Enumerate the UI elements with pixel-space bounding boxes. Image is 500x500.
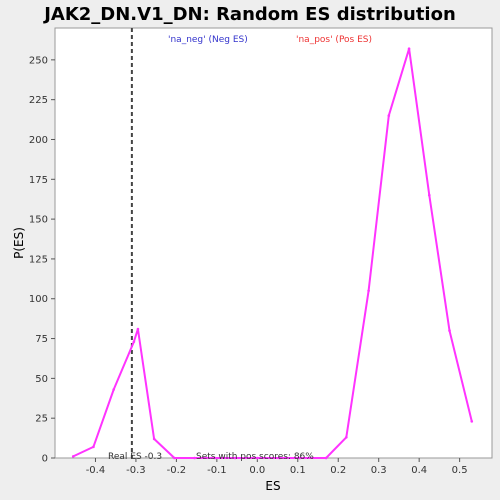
data-point [132, 340, 136, 344]
y-axis-label: P(ES) [12, 227, 26, 259]
y-tick-label: 0 [42, 454, 48, 465]
y-tick-label: 175 [29, 175, 48, 186]
data-point [324, 456, 328, 460]
y-tick-label: 150 [29, 215, 48, 226]
legend-pos: 'na_pos' (Pos ES) [296, 35, 372, 45]
data-point [298, 456, 302, 460]
data-point [407, 47, 411, 51]
x-tick-label: 0.4 [411, 465, 427, 476]
y-tick-label: 225 [29, 95, 48, 106]
y-axis: 0 25 50 75 100 125 150 175 200 225 250 [29, 55, 55, 465]
x-tick-label: -0.4 [86, 465, 106, 476]
data-point [367, 289, 370, 293]
data-point [112, 388, 115, 391]
data-point [278, 456, 281, 460]
x-axis: -0.4 -0.3 -0.2 -0.1 0.0 0.1 0.2 0.3 0.4 0.5 [86, 458, 468, 476]
data-point [193, 456, 196, 460]
data-point [152, 437, 156, 441]
data-point [256, 456, 259, 460]
y-tick-label: 200 [29, 135, 48, 146]
x-tick-label: 0.3 [371, 465, 387, 476]
x-axis-label: ES [265, 479, 280, 493]
data-point [173, 456, 176, 460]
y-tick-label: 75 [35, 334, 48, 345]
data-point [213, 456, 217, 460]
y-tick-label: 125 [29, 254, 48, 265]
x-tick-label: 0.0 [249, 465, 265, 476]
data-point [136, 327, 140, 331]
data-point [71, 455, 75, 458]
y-tick-label: 250 [29, 55, 48, 66]
y-tick-label: 50 [35, 374, 48, 385]
pos-scores-annotation: Sets with pos scores: 86% [196, 452, 314, 462]
x-tick-label: -0.2 [167, 465, 187, 476]
y-tick-label: 25 [35, 414, 48, 425]
data-point [427, 193, 431, 197]
x-tick-label: 0.2 [330, 465, 346, 476]
data-point [448, 329, 451, 332]
plot-area [54, 27, 493, 459]
y-tick-label: 100 [29, 294, 48, 305]
chart-title: JAK2_DN.V1_DN: Random ES distribution [42, 4, 456, 25]
x-tick-label: 0.1 [290, 465, 306, 476]
x-tick-label: -0.3 [126, 465, 146, 476]
data-point [233, 456, 237, 460]
real-es-annotation: Real ES -0.3 [108, 452, 162, 462]
x-tick-label: 0.5 [452, 465, 468, 476]
data-point [92, 445, 95, 449]
series-points [71, 47, 474, 460]
data-point [470, 420, 474, 423]
data-point [387, 114, 391, 117]
data-point [345, 435, 348, 439]
legend-neg: 'na_neg' (Neg ES) [168, 35, 248, 45]
x-tick-label: -0.1 [207, 465, 227, 476]
